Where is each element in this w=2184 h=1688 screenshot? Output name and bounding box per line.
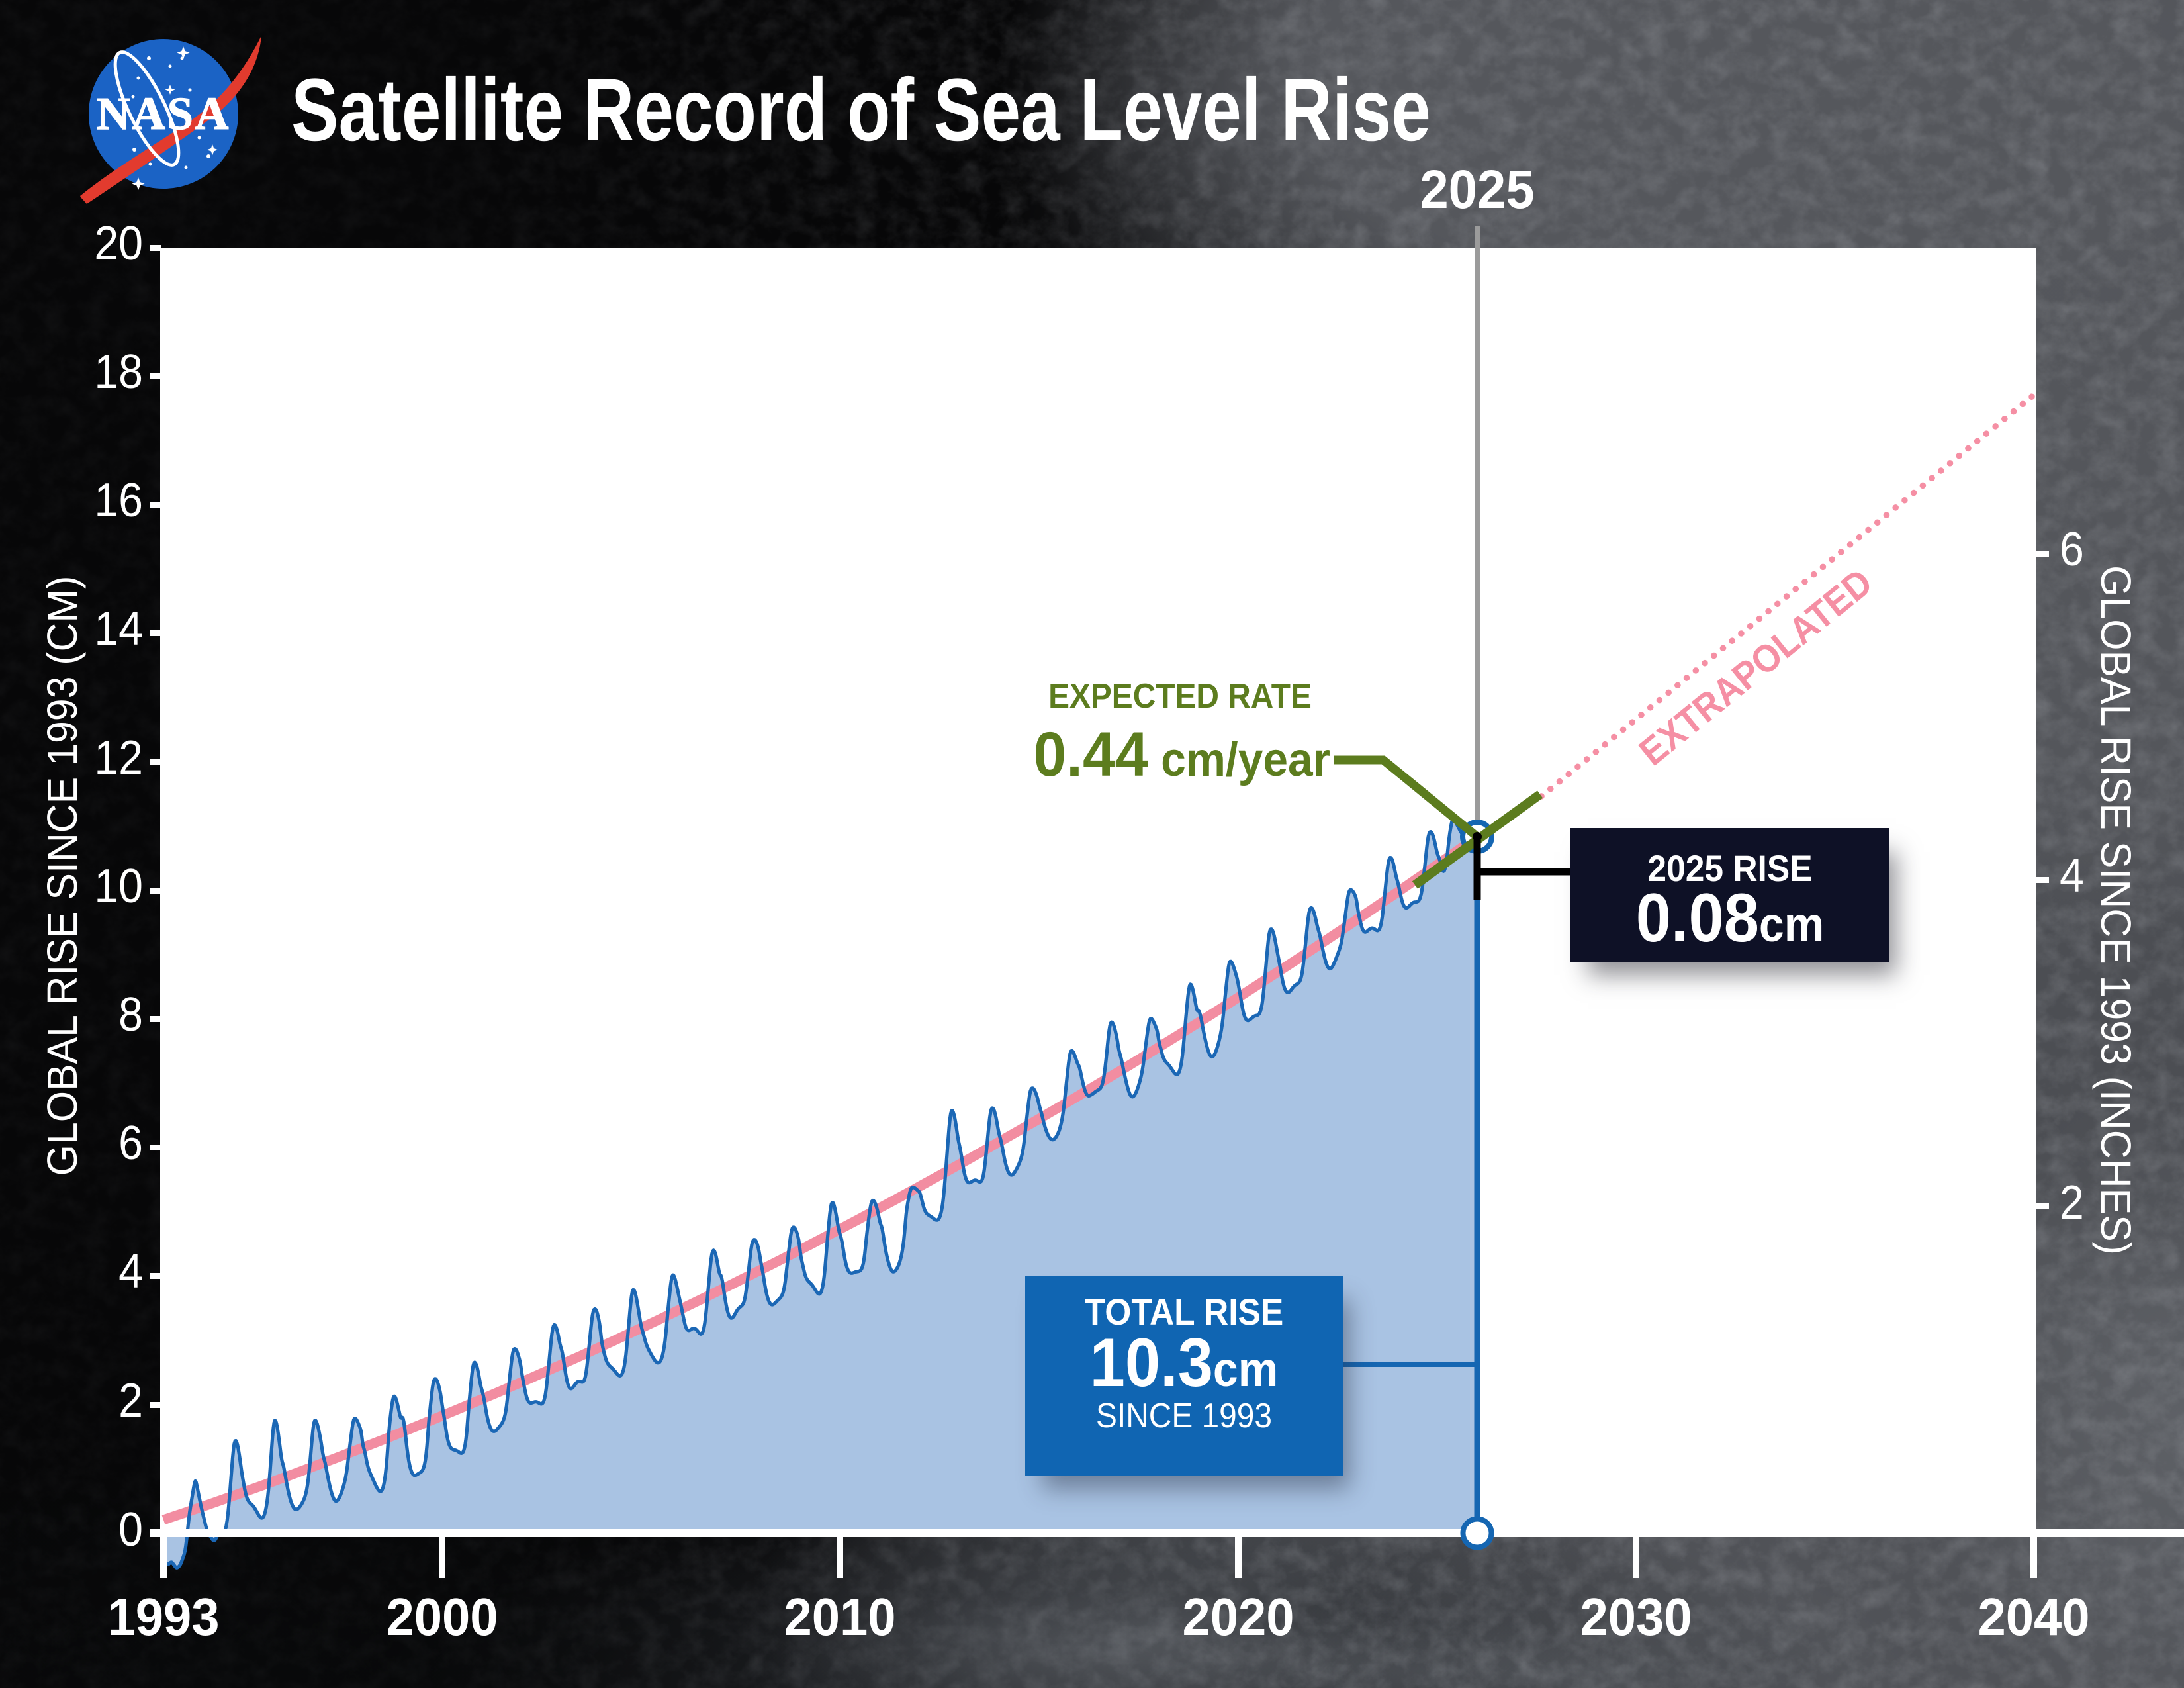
svg-text:NASA: NASA bbox=[97, 89, 231, 140]
